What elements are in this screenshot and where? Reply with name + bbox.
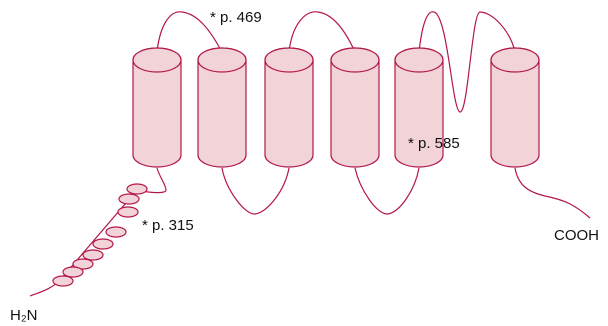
beads <box>53 184 147 286</box>
c-terminal-tail <box>515 168 590 218</box>
site-label: * p. 585 <box>408 135 460 152</box>
residue-bead <box>118 207 138 217</box>
page: {"labels": {"site_469": "* p. 469", "sit… <box>0 0 608 326</box>
residue-bead <box>93 239 113 249</box>
terminus-label: H₂N <box>10 307 38 324</box>
helix-top <box>331 48 379 72</box>
residue-bead <box>127 184 147 194</box>
terminus-label: COOH <box>554 227 599 244</box>
extracellular-loop <box>289 12 355 52</box>
residue-bead <box>63 267 83 277</box>
site-label: * p. 315 <box>142 217 194 234</box>
helix-top <box>395 48 443 72</box>
helix-top <box>491 48 539 72</box>
receptor-diagram: * p. 469 * p. 585 * p. 315 COOH H₂N <box>0 0 608 326</box>
residue-bead <box>119 194 139 204</box>
site-label: * p. 469 <box>210 9 262 26</box>
residue-bead <box>83 250 103 260</box>
helix-top <box>133 48 181 72</box>
intracellular-loop <box>355 168 419 214</box>
helix-top <box>198 48 246 72</box>
residue-bead <box>53 276 73 286</box>
helices <box>133 48 539 167</box>
helix-top <box>265 48 313 72</box>
residue-bead <box>106 227 126 237</box>
intracellular-loop <box>222 168 289 214</box>
